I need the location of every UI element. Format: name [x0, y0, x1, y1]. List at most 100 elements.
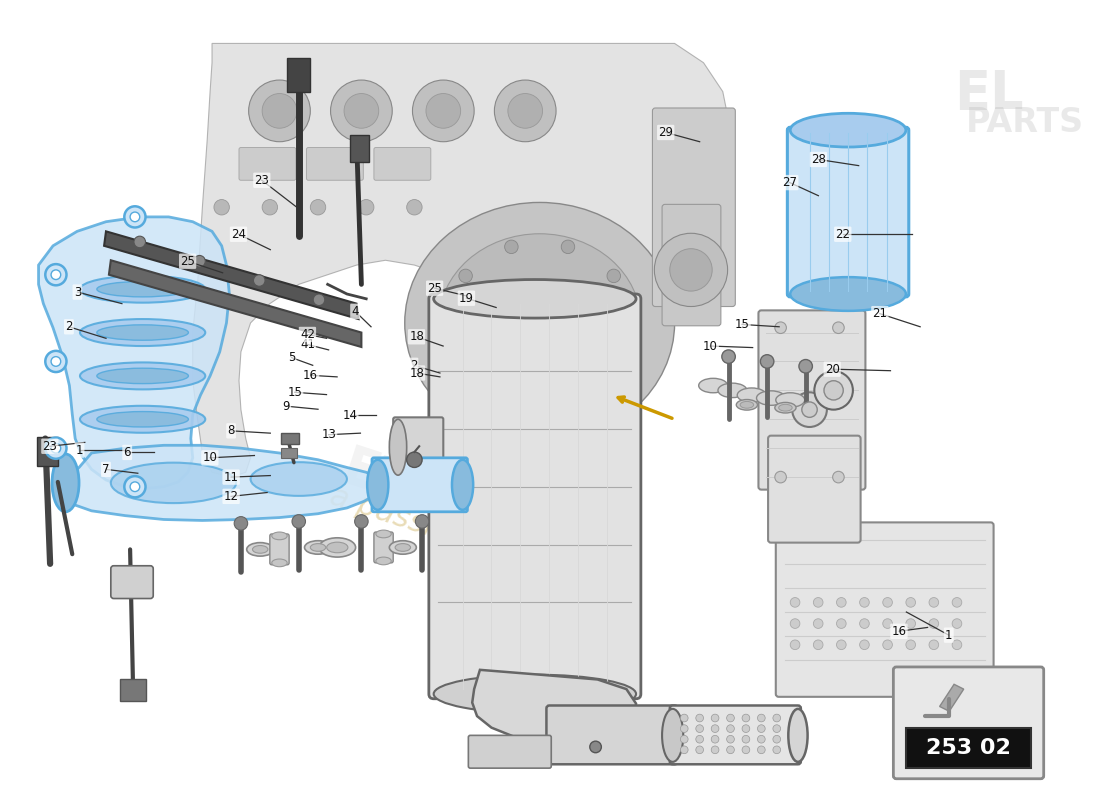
Circle shape — [505, 240, 518, 254]
Circle shape — [790, 640, 800, 650]
Bar — [350, 135, 370, 162]
Circle shape — [758, 725, 766, 733]
Ellipse shape — [776, 393, 805, 407]
Circle shape — [130, 212, 140, 222]
Text: 16: 16 — [304, 369, 318, 382]
Circle shape — [696, 714, 704, 722]
Ellipse shape — [97, 282, 188, 297]
Circle shape — [773, 714, 781, 722]
Bar — [121, 679, 145, 701]
FancyBboxPatch shape — [372, 458, 468, 512]
Text: 29: 29 — [658, 126, 673, 139]
Ellipse shape — [97, 368, 188, 384]
Bar — [287, 58, 310, 92]
Text: 10: 10 — [202, 451, 218, 464]
Circle shape — [625, 316, 638, 330]
Circle shape — [331, 80, 393, 142]
FancyBboxPatch shape — [758, 310, 866, 490]
Ellipse shape — [80, 319, 206, 346]
Text: EL: EL — [334, 442, 417, 513]
Circle shape — [213, 199, 230, 215]
Bar — [36, 437, 58, 466]
Ellipse shape — [789, 709, 807, 762]
Ellipse shape — [774, 402, 796, 413]
FancyBboxPatch shape — [906, 728, 1031, 768]
Circle shape — [906, 618, 915, 629]
Bar — [282, 448, 297, 458]
Circle shape — [824, 381, 844, 400]
Circle shape — [696, 735, 704, 743]
FancyBboxPatch shape — [893, 667, 1044, 778]
Circle shape — [590, 741, 602, 753]
Circle shape — [51, 270, 60, 279]
Ellipse shape — [305, 541, 331, 554]
Circle shape — [813, 598, 823, 607]
Circle shape — [124, 476, 145, 498]
Circle shape — [561, 240, 574, 254]
FancyBboxPatch shape — [768, 436, 860, 542]
Circle shape — [344, 94, 378, 128]
Circle shape — [51, 357, 60, 366]
Circle shape — [508, 94, 542, 128]
Text: 14: 14 — [342, 409, 358, 422]
Text: 8: 8 — [228, 424, 234, 438]
Text: 5: 5 — [288, 351, 295, 364]
Circle shape — [814, 371, 852, 410]
Polygon shape — [192, 43, 733, 477]
Ellipse shape — [310, 543, 326, 551]
Ellipse shape — [246, 542, 274, 556]
Circle shape — [930, 598, 938, 607]
Text: 16: 16 — [891, 625, 906, 638]
Polygon shape — [109, 260, 362, 347]
Ellipse shape — [272, 532, 287, 540]
Circle shape — [883, 598, 892, 607]
Circle shape — [742, 725, 750, 733]
Text: PARTS: PARTS — [966, 106, 1084, 139]
FancyBboxPatch shape — [469, 735, 551, 768]
Circle shape — [727, 735, 735, 743]
Circle shape — [359, 199, 374, 215]
Circle shape — [130, 482, 140, 491]
Circle shape — [459, 269, 472, 282]
Ellipse shape — [97, 325, 188, 340]
Ellipse shape — [662, 709, 683, 762]
Circle shape — [607, 363, 620, 377]
Circle shape — [773, 725, 781, 733]
Text: 15: 15 — [287, 386, 303, 398]
FancyBboxPatch shape — [429, 294, 641, 698]
Text: 25: 25 — [180, 254, 195, 268]
Text: 20: 20 — [825, 362, 839, 376]
Circle shape — [134, 236, 145, 248]
Circle shape — [859, 598, 869, 607]
Ellipse shape — [376, 557, 392, 565]
Circle shape — [727, 714, 735, 722]
Ellipse shape — [111, 462, 236, 503]
Ellipse shape — [52, 454, 79, 512]
Text: 1: 1 — [76, 444, 84, 457]
Circle shape — [441, 316, 455, 330]
Ellipse shape — [740, 402, 754, 408]
Circle shape — [494, 80, 557, 142]
FancyBboxPatch shape — [670, 706, 801, 764]
Text: 2: 2 — [65, 320, 73, 334]
Circle shape — [412, 80, 474, 142]
Text: 10: 10 — [703, 339, 717, 353]
Circle shape — [253, 274, 265, 286]
FancyBboxPatch shape — [374, 532, 393, 563]
Ellipse shape — [698, 378, 727, 393]
FancyBboxPatch shape — [111, 566, 153, 598]
Text: 24: 24 — [231, 228, 246, 241]
Circle shape — [262, 94, 297, 128]
Ellipse shape — [272, 559, 287, 566]
Circle shape — [813, 618, 823, 629]
Text: 18: 18 — [409, 330, 425, 343]
Text: 18: 18 — [409, 366, 425, 379]
Text: 19: 19 — [459, 292, 474, 305]
Circle shape — [742, 714, 750, 722]
Circle shape — [681, 714, 689, 722]
Circle shape — [696, 725, 704, 733]
Text: 4: 4 — [351, 305, 359, 318]
Circle shape — [310, 199, 326, 215]
Circle shape — [742, 735, 750, 743]
Text: 28: 28 — [811, 153, 826, 166]
